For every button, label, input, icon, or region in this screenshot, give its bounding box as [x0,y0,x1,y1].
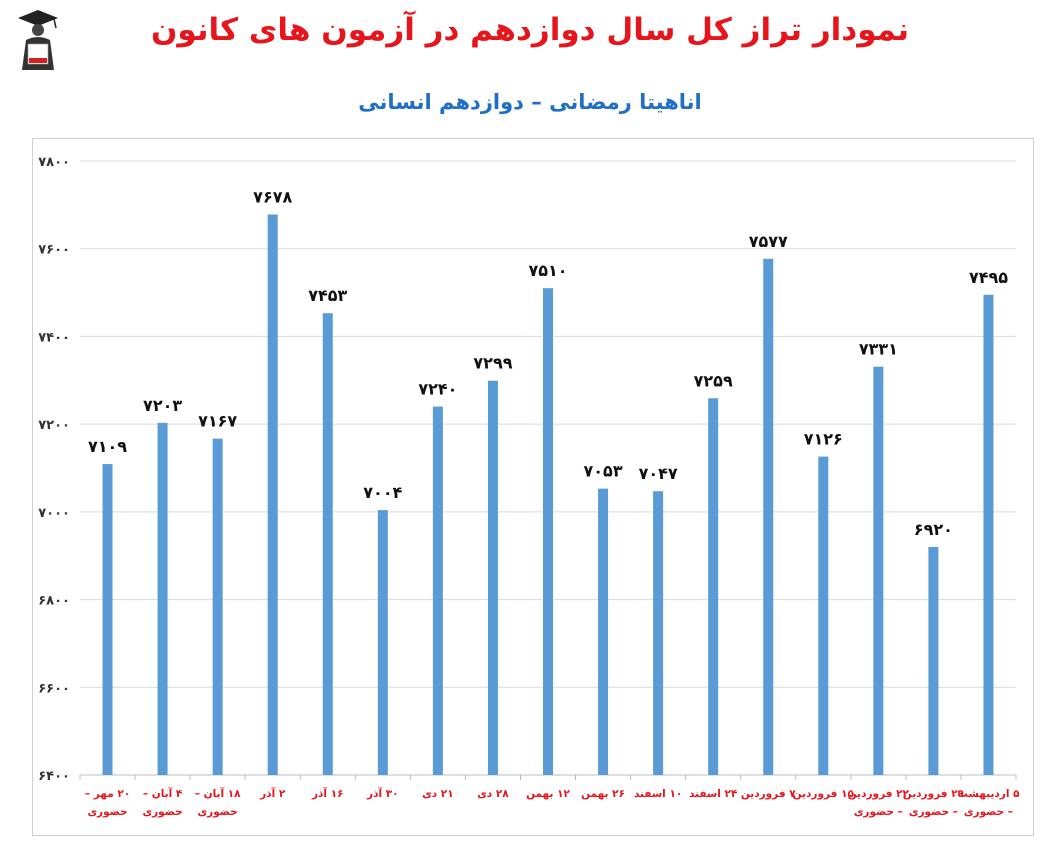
data-label: ۷۰۰۴ [363,483,402,502]
x-tick-label: – حضوری [909,806,958,818]
y-tick-label: ۷۸۰۰ [38,155,70,170]
bar [377,510,388,775]
bar [157,422,168,775]
data-label: ۷۰۴۷ [639,464,678,483]
x-tick-label: ۱۶ آذر [311,787,344,800]
x-tick-label: ۷ فروردین [741,788,796,800]
chart-title: نمودار تراز کل سال دوازدهم در آزمون های … [150,12,910,48]
bar [487,380,498,775]
x-tick-label: ۲۰ مهر – [85,788,130,800]
bar [763,258,774,776]
x-tick-label: ۱۲ بهمن [526,788,570,800]
y-tick-label: ۶۶۰۰ [38,681,70,696]
data-label: ۶۹۲۰ [914,520,953,539]
data-label: ۷۲۵۹ [694,371,733,390]
data-label: ۷۴۹۵ [969,268,1008,287]
x-tick-label: ۱۵ فروردین [793,788,855,800]
x-tick-label: ۲۱ دی [422,788,454,800]
bar [267,214,278,775]
bar [322,313,333,775]
data-label: ۷۵۱۰ [528,261,567,280]
bar [928,546,939,775]
graduate-logo-icon [14,8,62,72]
bar [102,464,113,775]
x-tick-label: حضوری [87,806,127,818]
chart-subtitle: اناهیتا رمضانی – دوازدهم انسانی [358,90,702,114]
x-tick-label: ۴ آبان – [143,787,183,800]
x-tick-label: ۲۹ فروردین [903,788,965,800]
y-tick-label: ۷۴۰۰ [38,330,70,345]
data-label: ۷۶۷۸ [253,188,292,207]
data-label: ۷۰۵۳ [584,462,623,481]
bar [598,488,609,775]
x-tick-label: ۲۴ اسفند [689,788,738,800]
x-tick-label: ۳۰ آذر [366,787,399,800]
bar [543,288,553,775]
bar [432,406,443,775]
x-tick-label: ۲ آذر [259,787,286,800]
x-tick-label: ۱۰ اسفند [634,788,682,800]
x-tick-label: حضوری [198,806,238,818]
bar [212,438,223,775]
data-label: ۷۲۴۰ [418,380,457,399]
data-label: ۷۴۵۳ [308,286,347,305]
y-tick-label: ۶۴۰۰ [38,769,70,784]
data-label: ۷۳۳۱ [859,340,898,359]
bar [708,398,719,775]
data-label: ۷۲۰۳ [143,396,182,415]
data-label: ۷۱۲۶ [804,430,843,449]
x-tick-label: ۵ اردیبهشت [957,788,1020,800]
chart-area-border [32,138,1034,836]
bar [818,456,829,775]
bar [873,366,884,775]
x-tick-label: حضوری [143,806,183,818]
y-tick-label: ۷۶۰۰ [38,243,70,258]
data-label: ۷۱۰۹ [88,437,127,456]
x-tick-label: – حضوری [854,806,903,818]
data-label: ۷۲۹۹ [473,354,512,373]
x-tick-label: ۱۸ آبان – [195,787,241,800]
data-label: ۷۵۷۷ [749,232,788,251]
x-tick-label: ۲۲ فروردین [848,788,910,800]
x-tick-label: – حضوری [964,806,1013,818]
bar [653,491,664,775]
x-tick-label: ۲۸ دی [477,788,509,800]
x-tick-label: ۲۶ بهمن [581,788,625,800]
data-label: ۷۱۶۷ [198,412,237,431]
y-tick-label: ۷۲۰۰ [38,418,70,433]
bar [983,294,994,775]
y-tick-label: ۶۸۰۰ [38,594,70,609]
y-tick-label: ۷۰۰۰ [38,506,70,521]
